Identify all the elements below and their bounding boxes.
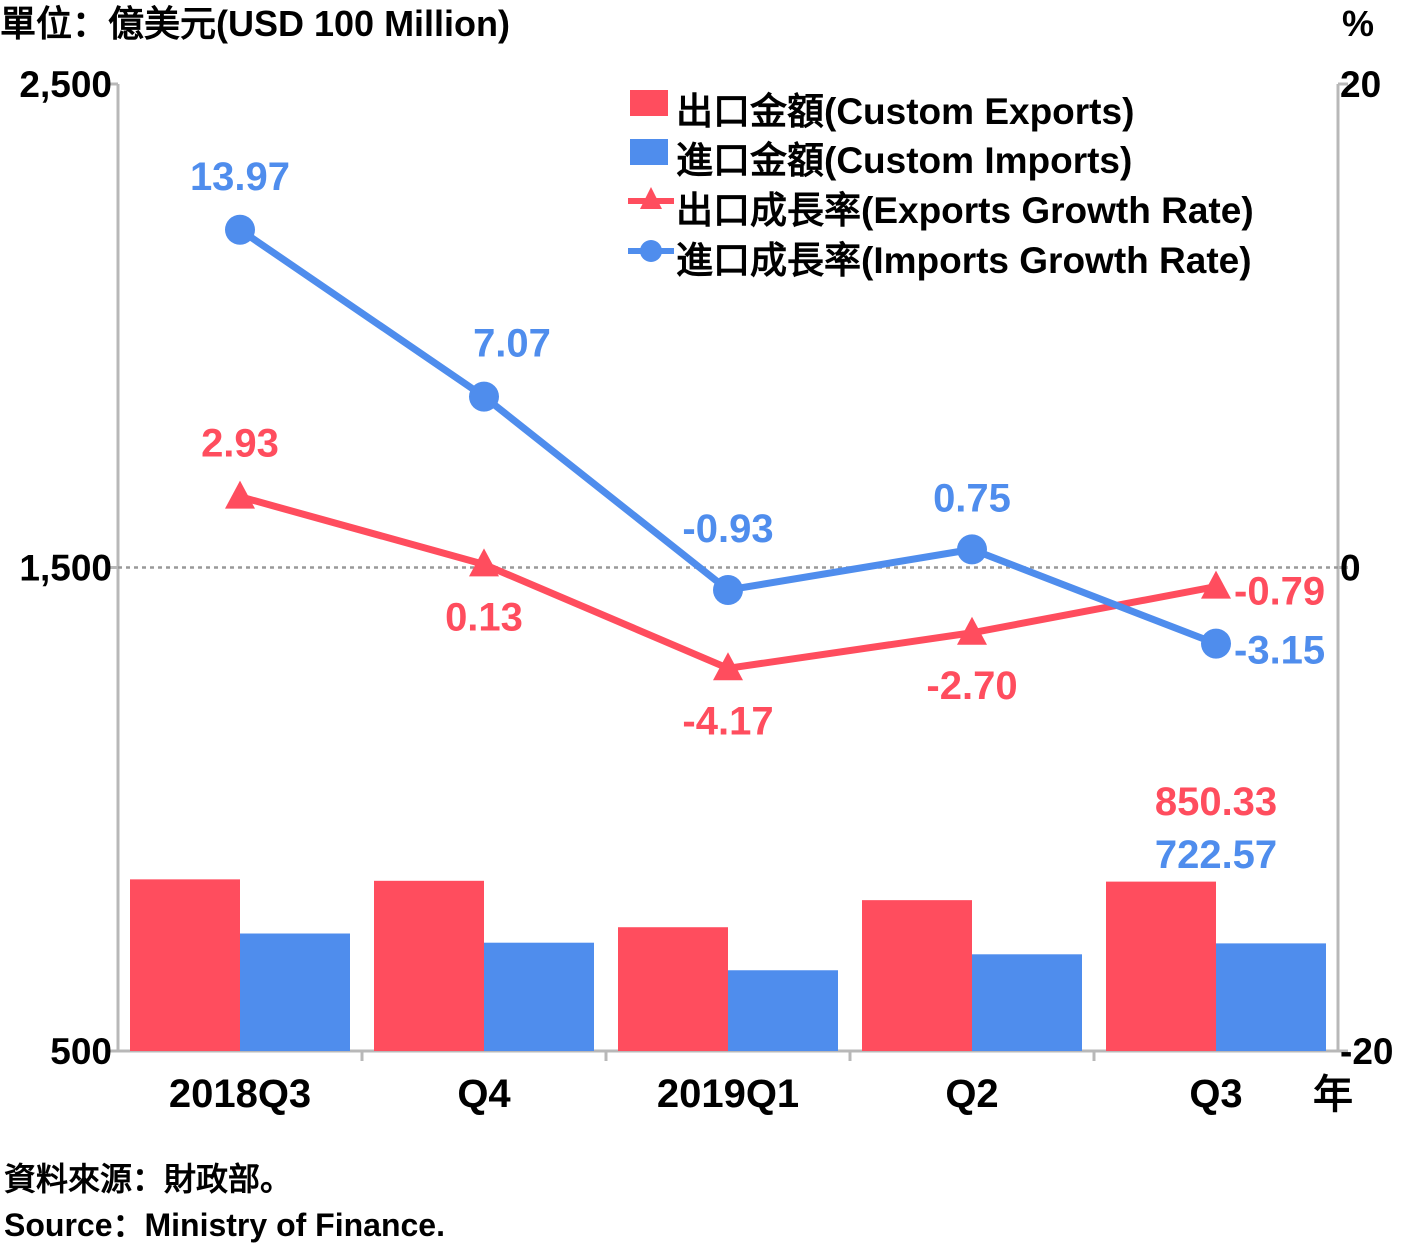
exports-bar [130, 879, 240, 1051]
right-axis-tick-label: 20 [1340, 64, 1381, 105]
legend: 出口金額(Custom Exports) 進口金額(Custom Imports)… [628, 90, 1254, 281]
data-labels: 2.93 0.13 -4.17 -2.70 -0.79 13.97 7.07 -0.93 0.7… [190, 155, 1325, 877]
imports-bar [1216, 943, 1326, 1051]
exports-bar [374, 880, 484, 1051]
left-axis-tick-label: 2,500 [19, 64, 112, 105]
legend-imports-swatch [630, 139, 668, 165]
imports-growth-label: 7.07 [473, 322, 551, 366]
exports-growth-point [713, 652, 743, 681]
exports-value-label: 850.33 [1155, 780, 1277, 824]
exports-growth-label: 0.13 [445, 595, 523, 639]
legend-label: 出口成長率(Exports Growth Rate) [676, 190, 1254, 231]
exports-growth-point [225, 480, 255, 509]
legend-triangle-icon [640, 187, 662, 209]
imports-growth-point [469, 381, 499, 412]
x-axis-tick-label: 2018Q3 [169, 1072, 311, 1116]
imports-growth-label: -3.15 [1234, 629, 1325, 673]
legend-exports-swatch [630, 90, 668, 116]
axes: 2,500 1,500 500 20 0 -20 2018Q3 Q4 2019Q1 Q2 Q3 [19, 64, 1393, 1116]
exports-growth-label: -2.70 [926, 664, 1017, 708]
exports-growth-label: -4.17 [682, 699, 773, 743]
exports-bar [618, 927, 728, 1051]
x-axis-tick-label: Q4 [457, 1072, 511, 1116]
imports-growth-point [713, 574, 743, 605]
x-unit-label: 年 [1313, 1073, 1353, 1117]
source-note-en: Source：Ministry of Finance. [4, 1207, 445, 1243]
legend-label: 進口金額(Custom Imports) [676, 139, 1132, 181]
imports-bar [240, 933, 350, 1051]
exports-growth-label: -0.79 [1234, 570, 1325, 614]
imports-value-label: 722.57 [1155, 833, 1277, 877]
legend-circle-icon [640, 240, 662, 262]
exports-growth-point [469, 548, 499, 577]
exports-growth-point [1201, 570, 1231, 599]
imports-growth-label: 0.75 [933, 476, 1011, 520]
imports-growth-point [957, 534, 987, 565]
imports-bar [972, 954, 1082, 1051]
x-axis-tick-label: Q2 [945, 1072, 998, 1116]
imports-bar [728, 970, 838, 1051]
imports-growth-point [225, 214, 255, 245]
right-unit-label: % [1342, 3, 1374, 44]
exports-bar [1106, 881, 1216, 1051]
bars [130, 879, 1326, 1051]
x-axis-tick-label: Q3 [1189, 1072, 1242, 1116]
right-axis-tick-label: 0 [1340, 548, 1361, 589]
left-axis-tick-label: 500 [50, 1031, 112, 1072]
legend-label: 出口金額(Custom Exports) [676, 90, 1134, 132]
x-axis-tick-label: 2019Q1 [657, 1072, 799, 1116]
right-axis-tick-label: -20 [1340, 1031, 1393, 1072]
imports-bar [484, 942, 594, 1051]
imports-growth-label: -0.93 [682, 507, 773, 551]
legend-label: 進口成長率(Imports Growth Rate) [676, 240, 1252, 281]
imports-growth-label: 13.97 [190, 155, 290, 199]
exports-bar [862, 900, 972, 1051]
left-axis-tick-label: 1,500 [19, 548, 112, 589]
exports-growth-label: 2.93 [201, 422, 279, 466]
imports-growth-point [1201, 628, 1231, 659]
exports-growth-point [957, 616, 987, 645]
left-unit-label: 單位：億美元(USD 100 Million) [0, 3, 510, 44]
growth-lines [225, 214, 1231, 681]
source-note-zh: 資料來源：財政部。 [4, 1161, 293, 1197]
